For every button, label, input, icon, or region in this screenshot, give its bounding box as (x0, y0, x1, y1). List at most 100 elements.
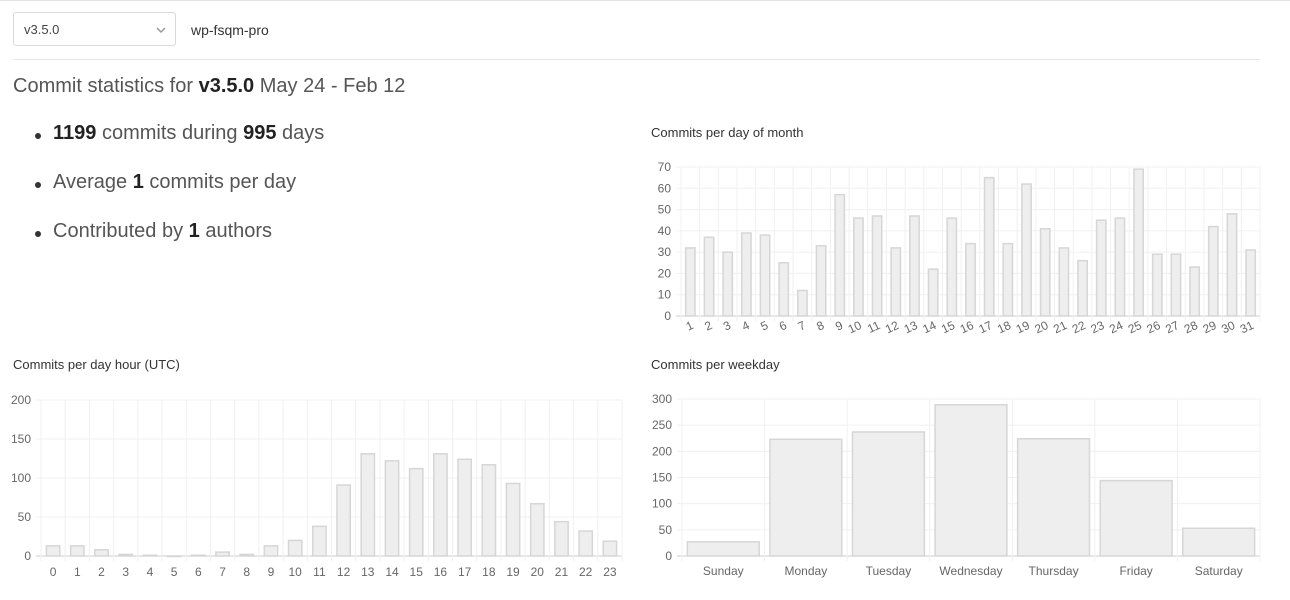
x-tick-label: 10 (289, 565, 303, 579)
bar-4[interactable] (740, 232, 752, 317)
bar-16[interactable] (433, 453, 448, 557)
y-tick-label: 50 (659, 523, 673, 537)
x-tick-label: 0 (50, 565, 57, 579)
x-tick-label: 24 (1107, 318, 1125, 336)
bar-17[interactable] (457, 458, 473, 557)
bar-9[interactable] (263, 545, 279, 557)
bar-29[interactable] (1207, 225, 1219, 317)
bar-7[interactable] (215, 551, 230, 557)
bar-7[interactable] (796, 289, 808, 317)
bar-3[interactable] (722, 251, 734, 317)
bar-13[interactable] (360, 453, 376, 557)
x-tick-label: 5 (171, 565, 178, 579)
author-count: 1 (188, 220, 200, 242)
bar-18[interactable] (481, 463, 497, 557)
bar-21[interactable] (1058, 247, 1070, 317)
bar-14[interactable] (384, 460, 400, 557)
average-suffix: commits per day (143, 171, 297, 193)
bar-19[interactable] (505, 482, 521, 557)
x-tick-label: 3 (122, 565, 129, 579)
bar-25[interactable] (1133, 168, 1145, 317)
y-tick-label: 200 (11, 393, 31, 407)
bar-10[interactable] (287, 539, 303, 557)
bar-5[interactable] (759, 234, 771, 317)
bar-10[interactable] (853, 217, 864, 317)
bar-Monday[interactable] (769, 438, 843, 557)
average-value: 1 (132, 171, 144, 193)
y-tick-label: 150 (11, 432, 31, 446)
bar-3[interactable] (118, 553, 134, 557)
x-tick-label: 8 (243, 565, 250, 579)
bar-22[interactable] (1077, 259, 1088, 317)
bar-1[interactable] (69, 545, 85, 557)
top-border (0, 0, 1290, 1)
version-select-value: v3.5.0 (24, 22, 60, 37)
bar-2[interactable] (94, 549, 109, 557)
summary-average: Average 1 commits per day (34, 171, 324, 220)
bar-5[interactable] (166, 555, 182, 558)
x-tick-label: Thursday (1029, 564, 1079, 578)
summary-list: 1199 commits during 995 days Average 1 c… (34, 122, 325, 269)
bar-22[interactable] (578, 530, 594, 557)
bar-23[interactable] (1095, 219, 1107, 317)
bar-19[interactable] (1021, 183, 1032, 317)
bar-1[interactable] (684, 247, 696, 317)
x-tick-label: 14 (385, 565, 399, 579)
bar-31[interactable] (1245, 249, 1257, 317)
bar-Tuesday[interactable] (851, 431, 926, 557)
bar-2[interactable] (703, 236, 715, 317)
bar-27[interactable] (1170, 253, 1182, 317)
bar-8[interactable] (815, 245, 827, 317)
bar-18[interactable] (1002, 242, 1014, 317)
bar-23[interactable] (602, 540, 618, 557)
x-tick-label: Tuesday (866, 564, 912, 578)
x-tick-label: 5 (758, 318, 770, 334)
chart-title-day-hour: Commits per day hour (UTC) (13, 357, 180, 372)
bar-8[interactable] (239, 553, 255, 557)
x-tick-label: 2 (702, 318, 714, 334)
bar-15[interactable] (408, 467, 424, 557)
bar-0[interactable] (45, 545, 61, 557)
bar-20[interactable] (1039, 227, 1051, 317)
x-tick-label: 15 (410, 565, 424, 579)
x-tick-label: 20 (531, 565, 545, 579)
x-tick-label: 31 (1238, 318, 1256, 336)
x-tick-label: 27 (1163, 318, 1181, 336)
bar-9[interactable] (834, 193, 846, 317)
bar-26[interactable] (1151, 253, 1163, 317)
bar-28[interactable] (1189, 266, 1201, 317)
bar-11[interactable] (871, 215, 883, 317)
bar-Saturday[interactable] (1182, 527, 1256, 557)
bar-30[interactable] (1226, 213, 1238, 317)
bar-15[interactable] (946, 217, 958, 317)
x-tick-label: 2 (98, 565, 105, 579)
bar-14[interactable] (927, 268, 939, 317)
x-tick-label: 6 (777, 318, 789, 334)
bar-13[interactable] (909, 215, 920, 317)
bar-17[interactable] (983, 176, 995, 317)
bar-Friday[interactable] (1099, 479, 1173, 557)
x-tick-label: 16 (434, 565, 448, 579)
bar-12[interactable] (890, 247, 902, 317)
bar-20[interactable] (529, 502, 545, 557)
bar-21[interactable] (554, 520, 569, 557)
bar-Sunday[interactable] (686, 541, 760, 557)
version-select[interactable]: v3.5.0 (13, 12, 176, 46)
bar-6[interactable] (778, 262, 790, 317)
x-tick-label: 21 (1051, 318, 1069, 336)
bar-11[interactable] (311, 525, 327, 557)
bar-12[interactable] (336, 484, 352, 557)
bar-16[interactable] (965, 242, 976, 317)
bar-24[interactable] (1114, 217, 1126, 317)
x-tick-label: 7 (796, 318, 808, 334)
x-tick-label: Friday (1119, 564, 1152, 578)
bar-6[interactable] (190, 554, 206, 557)
x-tick-label: Wednesday (939, 564, 1002, 578)
bar-Wednesday[interactable] (934, 404, 1008, 557)
x-tick-label: 19 (506, 565, 520, 579)
y-tick-label: 100 (11, 471, 31, 485)
bar-Thursday[interactable] (1016, 438, 1091, 557)
bar-4[interactable] (142, 554, 158, 557)
days-label: days (276, 122, 325, 144)
